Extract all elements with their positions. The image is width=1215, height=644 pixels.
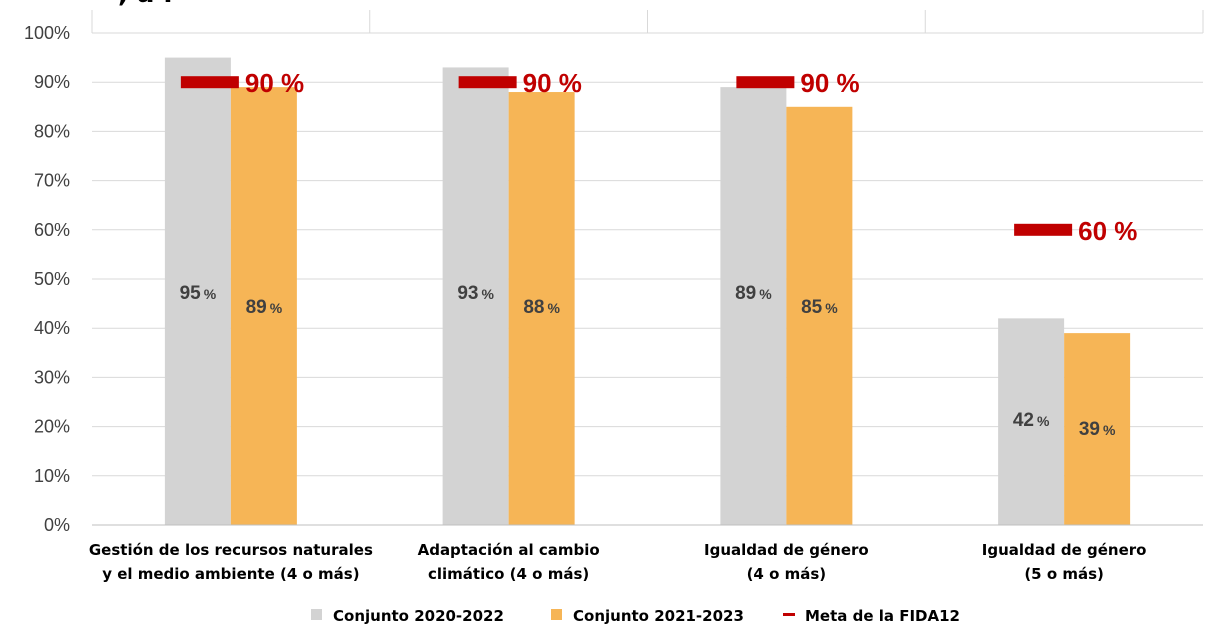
category-label: Igualdad de género <box>982 541 1147 559</box>
y-tick-label: 80% <box>34 121 70 141</box>
category-label: climático (4 o más) <box>428 565 589 583</box>
target-label: 90 % <box>523 68 582 98</box>
bar-data-label-unit: % <box>547 300 560 316</box>
y-tick-label: 30% <box>34 367 70 387</box>
bar-data-label-unit: % <box>1103 422 1116 438</box>
y-tick-label: 0% <box>44 515 70 535</box>
y-tick-label: 40% <box>34 318 70 338</box>
legend-swatch <box>311 609 322 620</box>
targets-layer: 90 % 90 % 90 % 60 % <box>180 68 1137 246</box>
bar-data-label-unit: % <box>270 300 283 316</box>
target-marker <box>1014 223 1073 236</box>
bars-layer: 95 %89 %93 %88 %89 %85 %42% 39% <box>164 57 1131 526</box>
bar <box>230 87 297 526</box>
bar-data-label: 93% <box>457 283 494 304</box>
target-label: 60 % <box>1078 216 1137 246</box>
target-marker <box>458 76 517 89</box>
bar-data-label: 85% <box>801 297 838 318</box>
y-tick-label: 90% <box>34 72 70 92</box>
target-marker <box>736 76 795 89</box>
bar-data-label: 95% <box>180 283 217 304</box>
bar-data-label: 39% <box>1079 419 1116 440</box>
target-marker <box>180 76 239 89</box>
bar-data-label-number: 89 <box>735 283 756 304</box>
truncated-header-text: , a l <box>118 0 172 9</box>
legend: Conjunto 2020-2022 Conjunto 2021-2023 Meta… <box>311 607 960 625</box>
bar-data-label: 42% <box>1013 410 1050 431</box>
bar-data-label: 88% <box>523 297 560 318</box>
bar-data-label: 89% <box>735 283 772 304</box>
category-label: Adaptación al cambio <box>418 541 600 559</box>
bar-data-label-unit: % <box>825 300 838 316</box>
legend-label: Conjunto 2020-2022 <box>333 607 504 625</box>
bar <box>1064 333 1131 525</box>
y-tick-label: 20% <box>34 417 70 437</box>
y-axis: 0% 10% 20% 30% 40% 50% 60% 70% 80% 90% 100% <box>24 23 70 535</box>
y-tick-label: 60% <box>34 220 70 240</box>
bar <box>442 67 509 525</box>
bar <box>998 318 1065 525</box>
category-label: (4 o más) <box>747 565 827 583</box>
bar-data-label-number: 95 <box>180 283 202 304</box>
category-label: y el medio ambiente (4 o más) <box>102 565 359 583</box>
bar-data-label-number: 89 <box>246 297 267 318</box>
bar <box>786 106 853 526</box>
bar <box>164 57 231 525</box>
bar-data-label-unit: % <box>481 286 494 302</box>
target-label: 90 % <box>800 68 859 98</box>
category-label: (5 o más) <box>1024 565 1104 583</box>
category-label: Gestión de los recursos naturales <box>89 541 373 559</box>
y-tick-label: 100% <box>24 23 70 43</box>
legend-label: Conjunto 2021-2023 <box>573 607 744 625</box>
bar-data-label: 89% <box>246 297 283 318</box>
bar-data-label-number: 93 <box>457 283 478 304</box>
bar <box>720 87 787 526</box>
y-tick-label: 50% <box>34 269 70 289</box>
bar-data-label-number: 85 <box>801 297 823 318</box>
bar-data-label-number: 39 <box>1079 419 1100 440</box>
category-label: Igualdad de género <box>704 541 869 559</box>
legend-label: Meta de la FIDA12 <box>805 607 960 625</box>
bar-data-label-unit: % <box>1037 413 1050 429</box>
legend-swatch <box>551 609 562 620</box>
y-tick-label: 10% <box>34 466 70 486</box>
bar <box>508 92 575 525</box>
target-label: 90 % <box>245 68 304 98</box>
legend-swatch <box>783 613 795 616</box>
bar-data-label-number: 88 <box>523 297 544 318</box>
x-axis: Gestión de los recursos naturales y el me… <box>89 524 1203 583</box>
bar-data-label-unit: % <box>759 286 772 302</box>
y-tick-label: 70% <box>34 171 70 191</box>
bar-data-label-number: 42 <box>1013 410 1034 431</box>
bar-data-label-unit: % <box>204 286 217 302</box>
